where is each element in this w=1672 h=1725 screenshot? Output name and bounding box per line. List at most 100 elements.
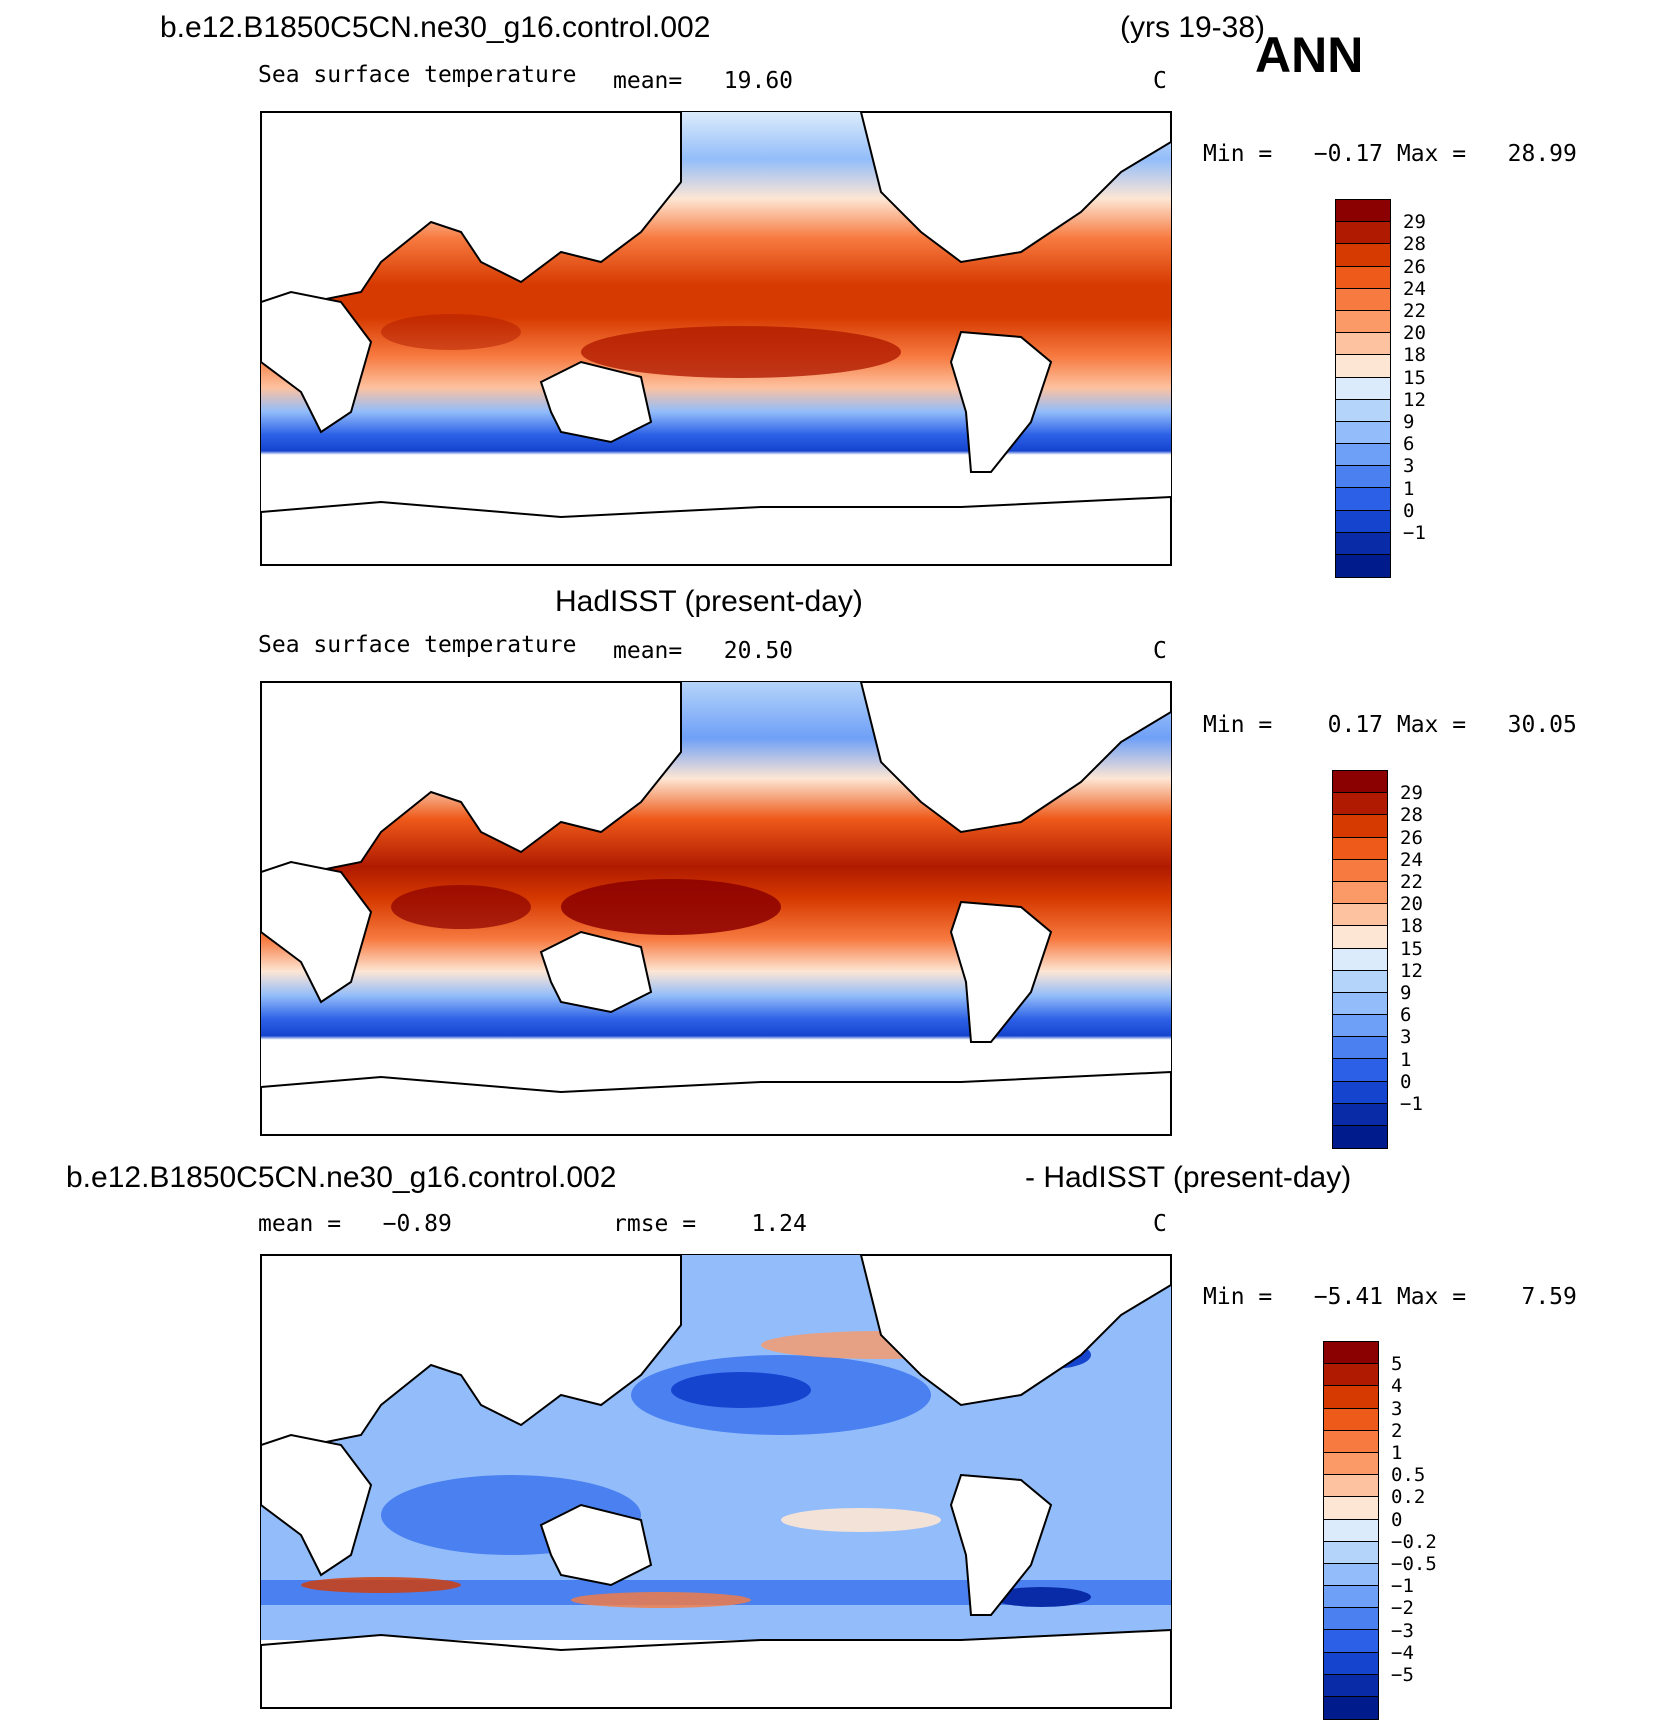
colorbar-tick-label: −3	[1391, 1619, 1414, 1642]
colorbar-swatch	[1324, 1697, 1378, 1720]
minmax-label: Min = 0.17 Max = 30.05	[1203, 712, 1577, 738]
colorbar-tick-label: 24	[1403, 277, 1426, 300]
colorbar-tick-label: −2	[1391, 1597, 1414, 1620]
colorbar-swatch	[1333, 771, 1387, 794]
colorbar-swatch	[1336, 421, 1390, 445]
colorbar-swatch	[1333, 1037, 1387, 1060]
diff-title-left: b.e12.B1850C5CN.ne30_g16.control.002	[66, 1161, 617, 1194]
units-label: C	[1153, 1211, 1167, 1237]
colorbar-swatch	[1336, 532, 1390, 555]
colorbar-swatch	[1336, 222, 1390, 245]
colorbar-swatch	[1324, 1430, 1378, 1453]
colorbar-obs: 29 28 26 24 22 20 18 15 12 9 6 3 1 0 −1	[1332, 770, 1423, 1150]
sst-map-model	[260, 111, 1172, 566]
colorbar-tick-label: 9	[1400, 982, 1412, 1004]
colorbar-swatch	[1333, 859, 1387, 882]
colorbar-diff: 5 4 3 2 1 0.5 0.2 0 −0.2 −0.5 −1 −2 −3 −4 −5	[1323, 1341, 1437, 1721]
colorbar-tick-label: 22	[1403, 300, 1426, 322]
colorbar-swatch	[1333, 793, 1387, 816]
colorbar-swatch	[1336, 444, 1390, 467]
colorbar-tick-label: 5	[1391, 1353, 1403, 1376]
colorbar-swatch	[1333, 926, 1387, 949]
colorbar-tick-label: −0.5	[1391, 1553, 1437, 1575]
colorbar-tick-label: 26	[1403, 255, 1426, 278]
rmse-stat: rmse = 1.24	[613, 1211, 807, 1237]
mean-stat: mean = −0.89	[258, 1211, 452, 1237]
colorbar-swatch	[1336, 355, 1390, 378]
units-label: C	[1153, 68, 1167, 94]
colorbar-swatches	[1323, 1341, 1379, 1721]
units-label: C	[1153, 638, 1167, 664]
colorbar-tick-label: −1	[1400, 1093, 1423, 1115]
colorbar-swatch	[1336, 288, 1390, 311]
mean-stat: mean= 20.50	[613, 638, 794, 664]
colorbar-swatch	[1324, 1342, 1378, 1365]
colorbar-swatch	[1324, 1630, 1378, 1653]
colorbar-swatch	[1324, 1497, 1378, 1520]
colorbar-swatch	[1324, 1586, 1378, 1609]
colorbar-swatch	[1336, 399, 1390, 422]
colorbar-tick-label: 28	[1403, 233, 1426, 256]
sst-map-obs	[260, 681, 1172, 1136]
colorbar-swatches	[1332, 770, 1388, 1150]
colorbar-tick-label: 12	[1400, 959, 1423, 982]
colorbar-tick-label: −1	[1403, 522, 1426, 544]
colorbar-swatch	[1324, 1608, 1378, 1631]
colorbar-tick-label: 0.5	[1391, 1464, 1426, 1487]
colorbar-tick-label: −5	[1391, 1664, 1414, 1686]
colorbar-tick-label: 1	[1403, 477, 1415, 500]
colorbar-tick-label: 18	[1400, 915, 1423, 938]
colorbar-swatch	[1324, 1408, 1378, 1431]
colorbar-tick-label: −1	[1391, 1575, 1414, 1598]
colorbar-swatch	[1333, 815, 1387, 838]
colorbar-tick-label: −4	[1391, 1641, 1414, 1664]
colorbar-swatch	[1324, 1386, 1378, 1409]
colorbar-tick-label: 0	[1403, 499, 1415, 522]
years-label: (yrs 19-38)	[1120, 11, 1266, 44]
colorbar-swatches	[1335, 199, 1391, 579]
colorbar-tick-label: 20	[1400, 893, 1423, 916]
colorbar-tick-label: −0.2	[1391, 1530, 1437, 1553]
minmax-label: Min = −5.41 Max = 7.59	[1203, 1284, 1577, 1310]
colorbar-tick-label: 3	[1400, 1026, 1412, 1049]
colorbar-tick-label: 0	[1391, 1508, 1403, 1531]
minmax-label: Min = −0.17 Max = 28.99	[1203, 141, 1577, 167]
colorbar-swatch	[1336, 377, 1390, 400]
sst-map-diff	[260, 1254, 1172, 1709]
colorbar-swatch	[1336, 466, 1390, 489]
colorbar-swatch	[1333, 992, 1387, 1016]
colorbar-tick-label: 0	[1400, 1070, 1412, 1093]
colorbar-tick-label: 9	[1403, 411, 1415, 433]
colorbar-swatch	[1336, 555, 1390, 578]
colorbar-tick-label: 1	[1391, 1442, 1403, 1464]
colorbar-swatch	[1333, 904, 1387, 927]
colorbar-swatch	[1324, 1452, 1378, 1476]
colorbar-tick-label: 0.2	[1391, 1486, 1426, 1509]
colorbar-tick-label: 15	[1400, 937, 1423, 960]
mean-stat: mean= 19.60	[613, 68, 794, 94]
colorbar-swatch	[1336, 200, 1390, 223]
variable-label: Sea surface temperature	[258, 62, 577, 88]
colorbar-model: 29 28 26 24 22 20 18 15 12 9 6 3 1 0 −1	[1335, 199, 1426, 579]
colorbar-tick-label: 18	[1403, 344, 1426, 367]
colorbar-tick-label: 2	[1391, 1419, 1403, 1442]
colorbar-tick-label: 12	[1403, 388, 1426, 411]
colorbar-swatch	[1324, 1364, 1378, 1387]
colorbar-tick-label: 22	[1400, 871, 1423, 893]
colorbar-tick-label: 3	[1391, 1397, 1403, 1420]
colorbar-tick-label: 24	[1400, 848, 1423, 871]
colorbar-swatch	[1324, 1674, 1378, 1697]
colorbar-swatch	[1333, 837, 1387, 860]
colorbar-tick-label: 29	[1400, 782, 1423, 805]
colorbar-swatch	[1333, 1081, 1387, 1104]
colorbar-swatch	[1336, 266, 1390, 289]
colorbar-swatch	[1333, 970, 1387, 993]
colorbar-swatch	[1333, 948, 1387, 971]
colorbar-tick-label: 20	[1403, 322, 1426, 345]
colorbar-swatch	[1333, 1126, 1387, 1149]
colorbar-swatch	[1333, 881, 1387, 905]
diff-title-right: - HadISST (present-day)	[1025, 1161, 1352, 1194]
case-name-title: b.e12.B1850C5CN.ne30_g16.control.002	[160, 11, 711, 44]
colorbar-tick-label: 15	[1403, 366, 1426, 389]
colorbar-tick-label: 29	[1403, 211, 1426, 234]
